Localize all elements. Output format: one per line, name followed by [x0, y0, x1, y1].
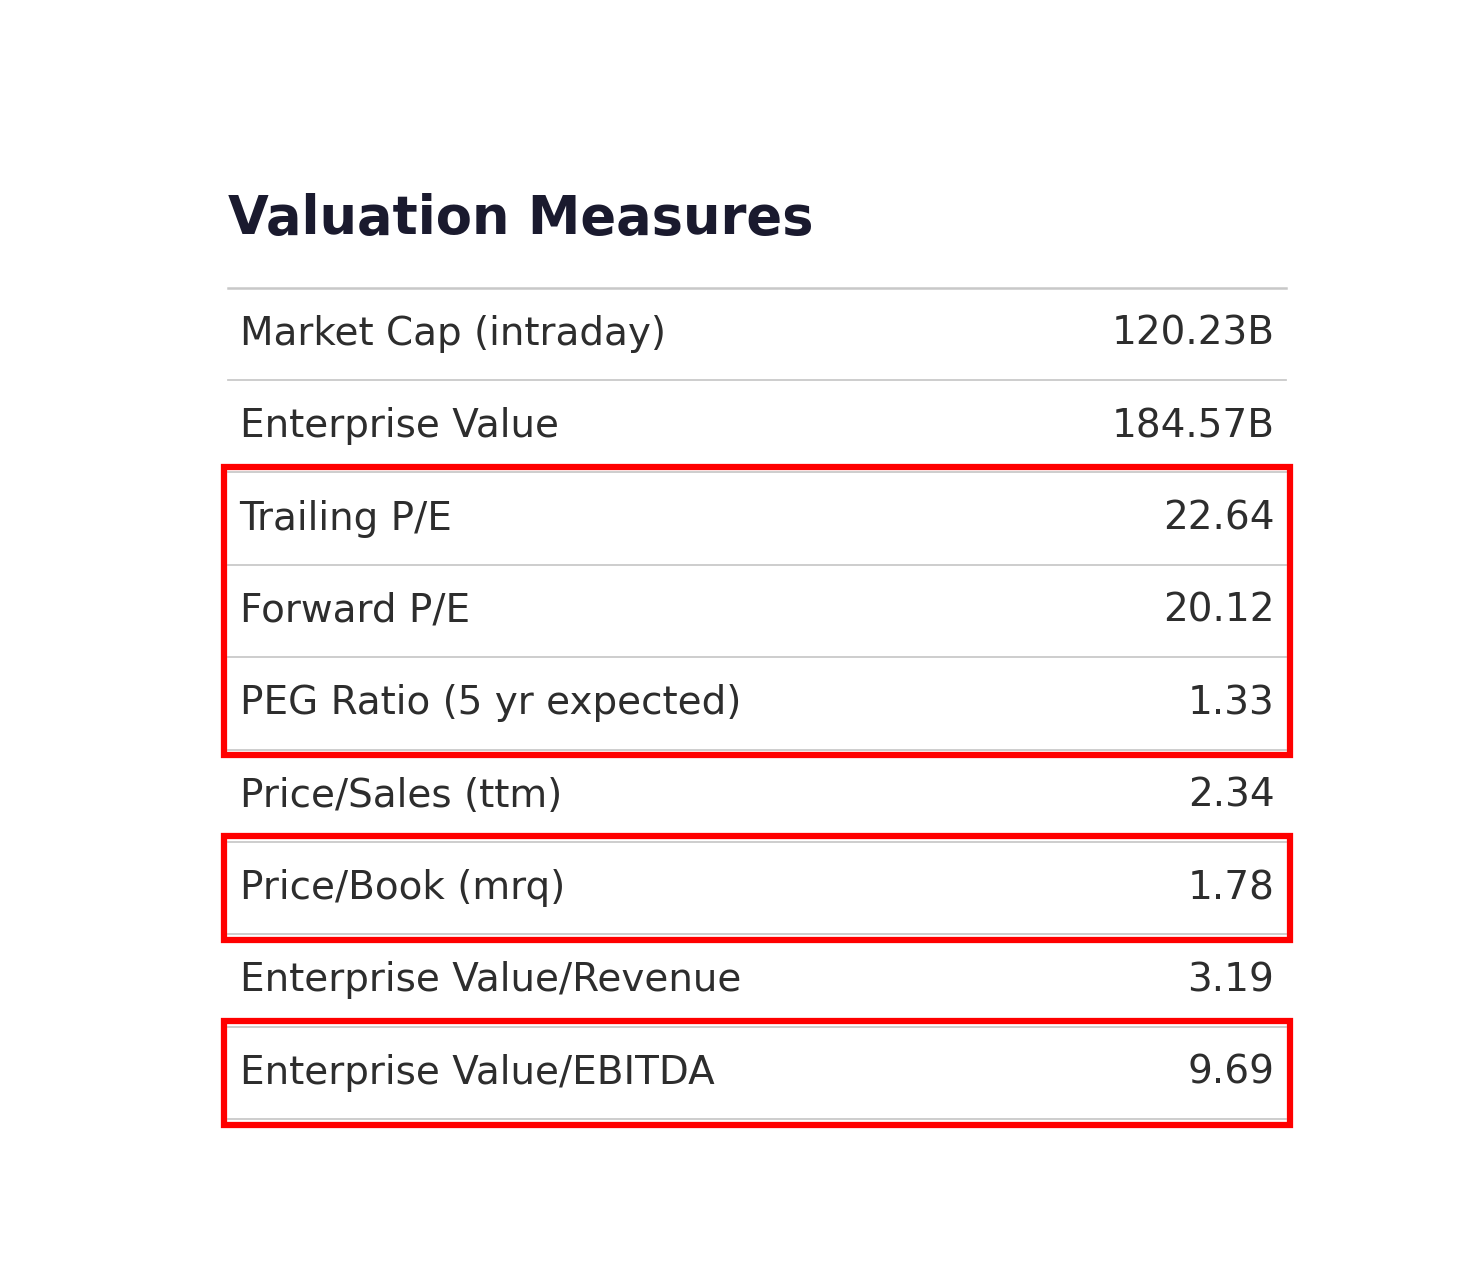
Text: Valuation Measures: Valuation Measures [227, 193, 814, 244]
Text: Enterprise Value/Revenue: Enterprise Value/Revenue [239, 961, 741, 1000]
Text: 184.57B: 184.57B [1111, 407, 1275, 446]
Bar [223, 837, 1291, 941]
Text: Enterprise Value: Enterprise Value [239, 407, 558, 446]
Bar [223, 466, 1291, 756]
Text: 1.78: 1.78 [1188, 869, 1275, 907]
Text: Market Cap (intraday): Market Cap (intraday) [239, 315, 666, 353]
Text: PEG Ratio (5 yr expected): PEG Ratio (5 yr expected) [239, 685, 741, 722]
Text: 3.19: 3.19 [1188, 961, 1275, 1000]
Text: Trailing P/E: Trailing P/E [239, 500, 452, 537]
Text: Enterprise Value/EBITDA: Enterprise Value/EBITDA [239, 1054, 715, 1092]
Text: Price/Sales (ttm): Price/Sales (ttm) [239, 776, 561, 815]
Text: 120.23B: 120.23B [1111, 315, 1275, 353]
Text: Forward P/E: Forward P/E [239, 592, 470, 630]
Text: Price/Book (mrq): Price/Book (mrq) [239, 869, 564, 907]
Text: 20.12: 20.12 [1162, 592, 1275, 630]
Text: 9.69: 9.69 [1188, 1054, 1275, 1092]
Text: 2.34: 2.34 [1188, 776, 1275, 815]
Bar [223, 1020, 1291, 1124]
Text: 22.64: 22.64 [1162, 500, 1275, 537]
Text: 1.33: 1.33 [1188, 685, 1275, 722]
